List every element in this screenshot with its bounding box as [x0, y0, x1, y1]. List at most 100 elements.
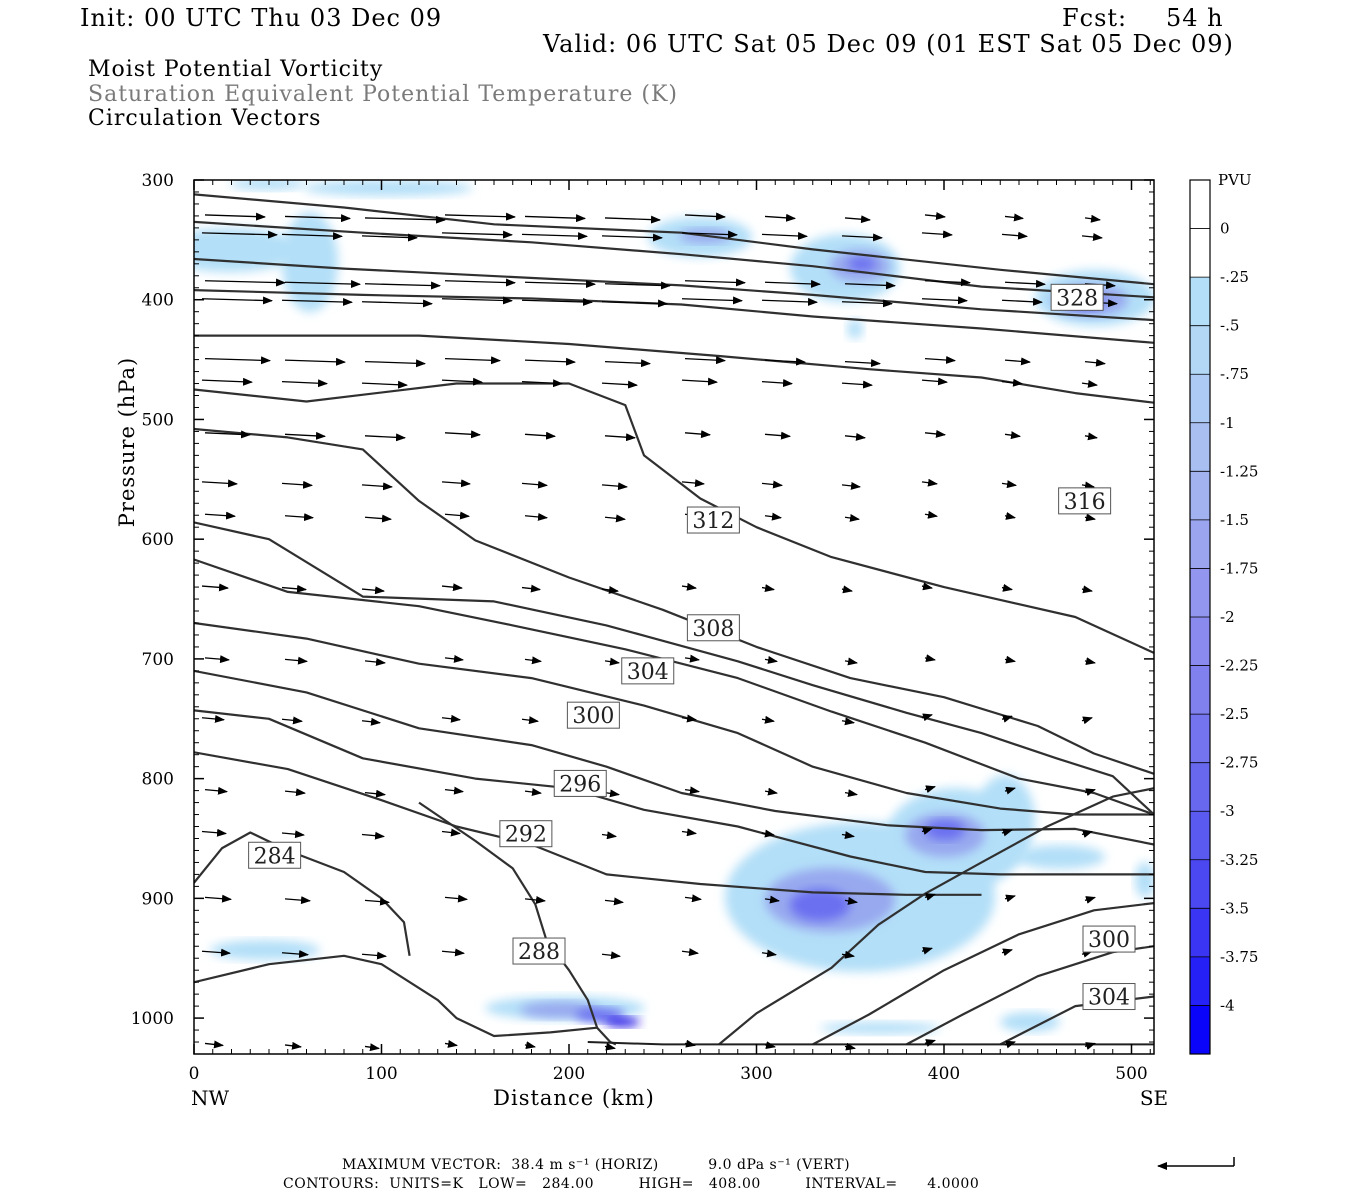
x-tick-label: 200: [553, 1064, 585, 1084]
vector-arrow: [604, 514, 626, 523]
theta-es-contour-14: [194, 954, 617, 1046]
vector-arrow: [844, 896, 858, 905]
vector-arrow: [524, 656, 542, 665]
vector-arrow: [361, 482, 393, 491]
contour-label-box: [1050, 283, 1104, 311]
circulation-vectors: [201, 212, 1118, 1052]
colorbar: PVU 0 -.25 -.5 -.75 -1 -1.25 -1.5 -1.75 -2 -2.25 -2…: [1189, 171, 1258, 1055]
colorbar-swatch: [1190, 617, 1210, 667]
mpv-region-light-7: [847, 319, 863, 339]
contour-label-300: 300: [1082, 925, 1136, 953]
vector-arrow: [601, 233, 663, 242]
vector-arrow: [284, 431, 326, 440]
vector-arrow: [521, 297, 593, 306]
colorbar-tick-label: -1.75: [1220, 559, 1258, 577]
vector-arrow: [764, 279, 821, 288]
vector-arrow: [764, 357, 806, 366]
forecast-label: Fcst:: [1062, 4, 1128, 32]
vector-arrow: [1004, 512, 1016, 520]
vector-arrow: [921, 582, 933, 591]
vector-arrow: [441, 479, 471, 488]
vector-arrow: [601, 951, 621, 960]
vector-arrow: [1004, 213, 1024, 222]
vector-arrow: [604, 897, 624, 906]
y-axis: 300 400 500 600 700 800 900 1000: [131, 171, 1154, 1055]
vector-arrow: [444, 786, 464, 795]
vector-arrow: [281, 379, 328, 388]
colorbar-tick-label: 0: [1220, 220, 1230, 238]
vector-arrow: [604, 1042, 616, 1051]
vector-arrow: [764, 1041, 776, 1050]
vector-arrow: [601, 299, 668, 308]
vector-arrow: [201, 230, 278, 239]
vector-arrow: [684, 278, 746, 287]
vector-arrow: [284, 280, 361, 289]
contour-label-text: 300: [572, 704, 614, 729]
vector-arrow: [441, 583, 463, 592]
vector-arrow: [924, 429, 946, 438]
vector-arrow: [841, 950, 855, 959]
vector-arrow: [524, 431, 556, 440]
vector-arrow: [841, 380, 873, 389]
vector-arrow: [281, 480, 313, 489]
vector-arrow: [364, 281, 441, 290]
vector-arrow: [361, 831, 385, 840]
field-mpv-title: Moist Potential Vorticity: [88, 57, 384, 82]
vector-arrow: [1004, 1040, 1016, 1049]
contour-label-box: [566, 701, 620, 729]
vector-arrow: [764, 431, 791, 440]
vector-arrow: [361, 299, 433, 308]
vector-arrow: [604, 433, 636, 442]
vector-arrow: [684, 356, 726, 365]
theta-es-contour-11: [194, 709, 1154, 876]
colorbar-tick-label: -.75: [1220, 365, 1249, 383]
vector-arrow: [1084, 788, 1096, 797]
vector-arrow: [924, 212, 946, 221]
vector-arrow: [761, 584, 775, 593]
contour-label-text: 328: [1056, 286, 1098, 311]
vector-arrow: [844, 432, 866, 441]
colorbar-swatch: [1190, 325, 1210, 375]
vector-arrow: [924, 893, 936, 901]
vector-arrow: [764, 512, 782, 521]
colorbar-tick-label: -1.5: [1220, 511, 1249, 529]
colorbar-swatch: [1190, 277, 1210, 327]
vector-arrow: [604, 789, 620, 798]
vector-arrow: [284, 896, 311, 905]
vector-arrow: [1001, 231, 1028, 240]
mpv-region-light-1: [303, 180, 473, 196]
contour-label-300: 300: [566, 701, 620, 729]
field-vectors-title: Circulation Vectors: [88, 106, 322, 131]
vector-arrow: [761, 480, 783, 489]
vector-arrow: [841, 717, 855, 726]
colorbar-tick-label: -1: [1220, 414, 1235, 432]
vector-arrow: [524, 788, 542, 796]
vector-arrow: [921, 478, 938, 487]
vector-arrow: [524, 280, 596, 289]
vector-arrow: [204, 786, 228, 795]
colorbar-swatch: [1190, 519, 1210, 569]
vector-arrow: [524, 895, 546, 904]
vector-arrow: [284, 656, 308, 665]
vector-arrow: [601, 585, 619, 594]
contour-label-text: 284: [254, 844, 296, 869]
theta-es-contour-13: [194, 831, 411, 956]
theta-es-contour-1: [194, 220, 1154, 299]
vector-arrow: [284, 1041, 302, 1050]
vector-arrow: [364, 897, 390, 906]
vector-arrow: [364, 658, 386, 666]
contour-label-304: 304: [621, 657, 675, 685]
vector-arrow: [521, 716, 539, 725]
vector-arrow: [1084, 214, 1101, 223]
vector-arrow: [601, 831, 617, 840]
vector-arrow: [201, 296, 273, 305]
vector-arrow: [761, 829, 775, 838]
vector-arrow: [361, 717, 381, 726]
colorbar-swatch: [1190, 180, 1210, 230]
colorbar-tick-label: -.25: [1220, 268, 1249, 286]
vector-arrow: [841, 831, 855, 839]
vector-arrow: [681, 948, 699, 957]
vector-arrow: [364, 215, 446, 224]
vector-arrow: [444, 278, 516, 287]
init-time: Init: 00 UTC Thu 03 Dec 09: [80, 4, 443, 32]
